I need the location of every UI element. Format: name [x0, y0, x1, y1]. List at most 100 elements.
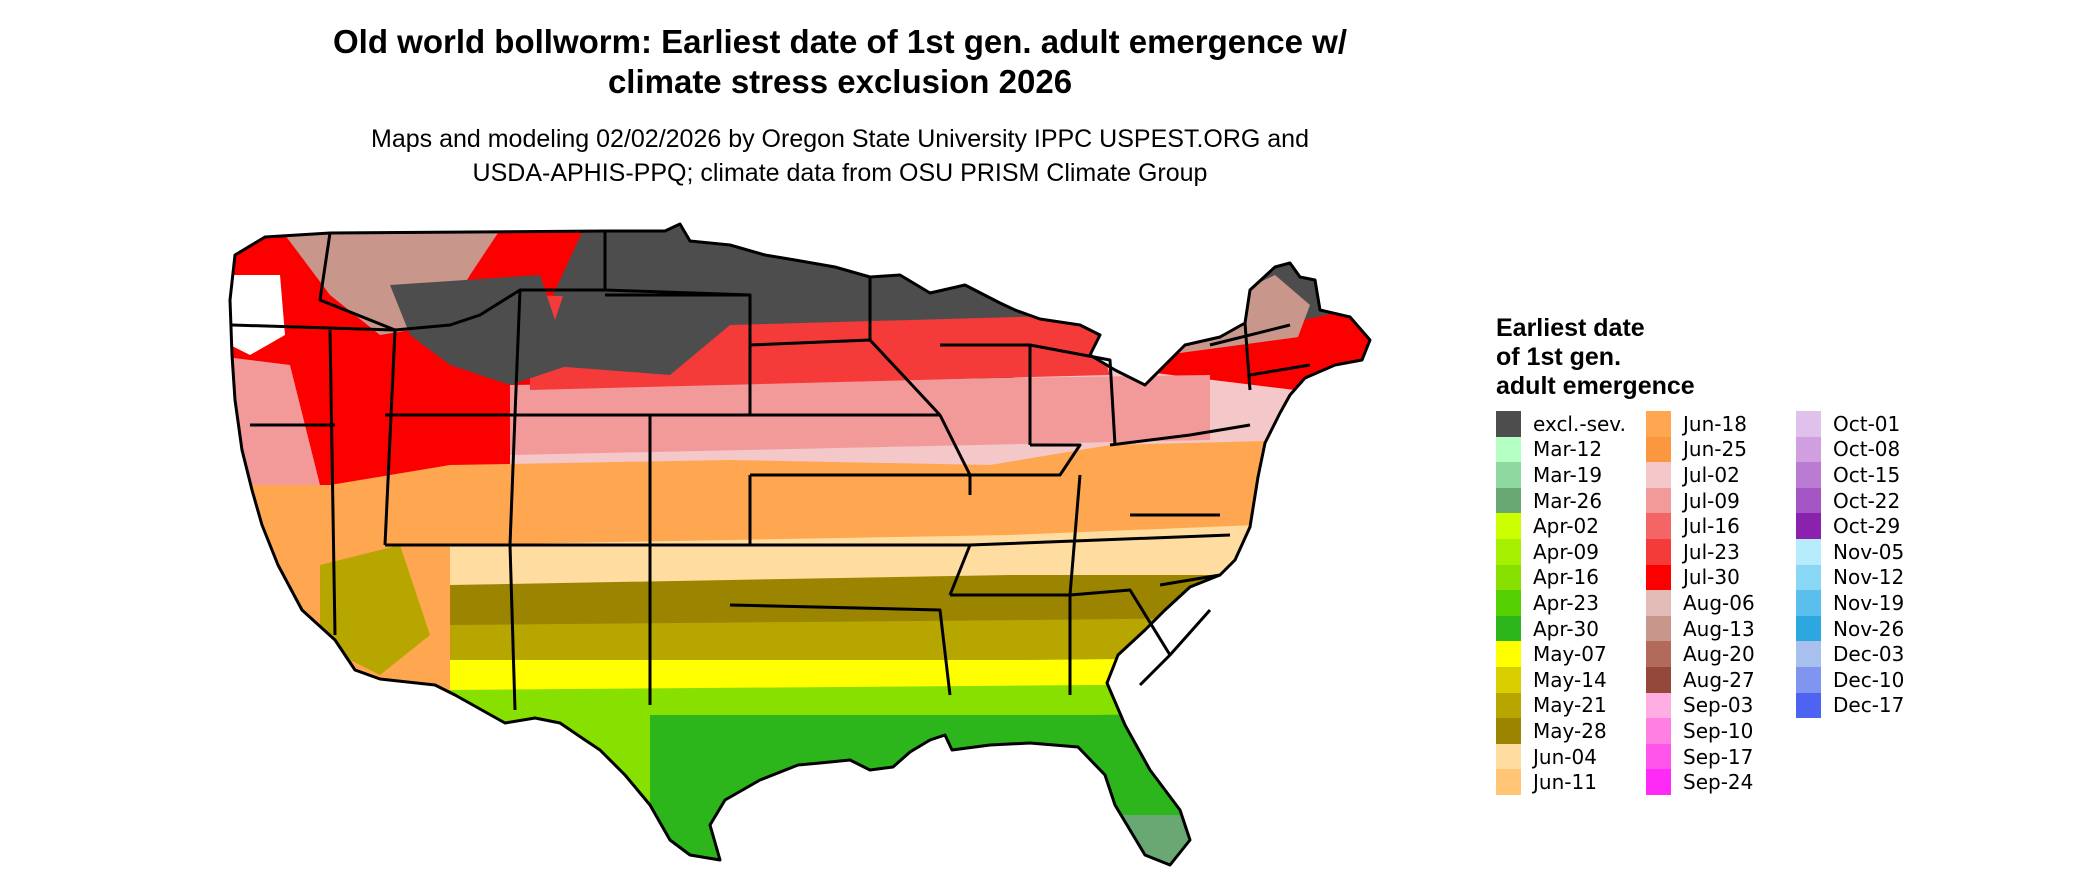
- legend-item: Sep-10: [1646, 718, 1796, 744]
- legend-label: Apr-16: [1533, 565, 1599, 590]
- legend-swatch: [1496, 692, 1521, 719]
- legend-label: Apr-30: [1533, 616, 1599, 641]
- legend-item: Oct-08: [1796, 436, 1946, 463]
- legend-label: Apr-02: [1533, 514, 1599, 539]
- legend-swatch: [1796, 692, 1821, 719]
- legend-label: Sep-24: [1683, 770, 1754, 795]
- legend-label: Dec-03: [1833, 642, 1905, 667]
- legend-label: Aug-13: [1683, 616, 1755, 641]
- legend-swatch: [1496, 411, 1521, 437]
- legend-label: Dec-10: [1833, 667, 1905, 692]
- legend-item: Mar-26: [1496, 487, 1646, 514]
- legend-swatch: [1646, 487, 1671, 514]
- legend-label: Jun-04: [1533, 744, 1597, 769]
- legend-label: May-21: [1533, 693, 1607, 718]
- legend-columns: excl.-sev. Mar-12 Mar-19 Mar-26 Apr-02 Apr-09…: [1496, 411, 1946, 795]
- legend-label: Mar-26: [1533, 488, 1603, 513]
- legend-swatch: [1796, 538, 1821, 565]
- legend-item: Jul-16: [1646, 513, 1796, 539]
- legend-title-line-3: adult emergence: [1496, 372, 1695, 400]
- state-lines-east: [1029, 322, 1311, 695]
- legend-item: Sep-17: [1646, 743, 1796, 770]
- legend-label: Jul-30: [1683, 565, 1740, 590]
- legend-label: Sep-10: [1683, 718, 1754, 743]
- legend-item: excl.-sev.: [1496, 411, 1646, 437]
- legend-item: May-21: [1496, 692, 1646, 719]
- legend-swatch: [1496, 513, 1521, 539]
- legend-item: Mar-12: [1496, 436, 1646, 463]
- legend-label: Aug-06: [1683, 590, 1755, 615]
- legend-swatch: [1646, 462, 1671, 488]
- legend-item: Apr-02: [1496, 513, 1646, 539]
- us-emergence-map: [228, 222, 1372, 867]
- legend-column: Jun-18 Jun-25 Jul-02 Jul-09 Jul-16 Jul-23 Jul-…: [1646, 411, 1796, 795]
- legend-swatch: [1496, 538, 1521, 565]
- legend-item: Mar-19: [1496, 462, 1646, 488]
- legend-swatch: [1796, 411, 1821, 437]
- legend-item: Apr-09: [1496, 538, 1646, 565]
- legend-label: Mar-12: [1533, 437, 1603, 462]
- legend-label: May-07: [1533, 642, 1607, 667]
- legend-item: May-28: [1496, 718, 1646, 744]
- emergence-bands: [230, 224, 1370, 865]
- legend-swatch: [1646, 718, 1671, 744]
- legend-swatch: [1796, 641, 1821, 667]
- legend-swatch: [1646, 615, 1671, 642]
- legend-label: Jul-16: [1683, 514, 1740, 539]
- us-outline: [228, 222, 1372, 867]
- legend-label: Nov-05: [1833, 539, 1905, 564]
- legend-label: Jun-25: [1683, 437, 1747, 462]
- legend-swatch: [1646, 564, 1671, 591]
- legend-swatch: [1496, 641, 1521, 667]
- legend-item: Nov-12: [1796, 564, 1946, 591]
- legend-item: Aug-20: [1646, 641, 1796, 667]
- legend-swatch: [1646, 513, 1671, 539]
- legend-label: Sep-03: [1683, 693, 1754, 718]
- legend-label: Jul-09: [1683, 488, 1740, 513]
- legend-title-line-2: of 1st gen.: [1496, 343, 1622, 371]
- legend-title-line-1: Earliest date: [1496, 314, 1645, 342]
- legend-swatch: [1646, 769, 1671, 795]
- legend-item: Sep-03: [1646, 692, 1796, 719]
- legend-label: Oct-29: [1833, 514, 1901, 539]
- map-title: Old world bollworm: Earliest date of 1st…: [280, 22, 1400, 102]
- legend-swatch: [1646, 538, 1671, 565]
- legend-swatch: [1496, 590, 1521, 616]
- legend-item: Jun-11: [1496, 769, 1646, 795]
- legend-item: May-07: [1496, 641, 1646, 667]
- legend-item: Aug-27: [1646, 666, 1796, 693]
- legend-label: Apr-23: [1533, 590, 1599, 615]
- legend-label: Nov-12: [1833, 565, 1905, 590]
- legend-swatch: [1796, 615, 1821, 642]
- legend-item: Dec-03: [1796, 641, 1946, 667]
- legend-item: Dec-17: [1796, 692, 1946, 719]
- map-subtitle: Maps and modeling 02/02/2026 by Oregon S…: [280, 122, 1400, 190]
- legend-swatch: [1796, 436, 1821, 463]
- legend-item: Jul-30: [1646, 564, 1796, 591]
- legend-swatch: [1796, 513, 1821, 539]
- map-subtitle-line-1: Maps and modeling 02/02/2026 by Oregon S…: [371, 125, 1309, 153]
- legend-swatch: [1496, 436, 1521, 463]
- legend-item: Oct-29: [1796, 513, 1946, 539]
- band-mar26: [1110, 815, 1210, 865]
- legend-item: Aug-06: [1646, 590, 1796, 616]
- legend-label: Oct-15: [1833, 462, 1901, 487]
- legend-swatch: [1796, 487, 1821, 514]
- legend-label: Oct-22: [1833, 488, 1901, 513]
- legend-swatch: [1496, 487, 1521, 514]
- legend: Earliest date of 1st gen. adult emergenc…: [1496, 314, 1946, 795]
- legend-label: Aug-27: [1683, 667, 1755, 692]
- legend-label: May-28: [1533, 718, 1607, 743]
- legend-swatch: [1646, 641, 1671, 667]
- legend-item: Jul-23: [1646, 538, 1796, 565]
- legend-item: Oct-22: [1796, 487, 1946, 514]
- legend-label: Jun-11: [1533, 770, 1597, 795]
- band-southwest-desert: [320, 545, 430, 675]
- legend-label: excl.-sev.: [1533, 411, 1626, 436]
- state-boundaries: [228, 222, 1372, 867]
- band-west-white: [230, 275, 285, 355]
- legend-label: Jul-23: [1683, 539, 1740, 564]
- legend-swatch: [1796, 462, 1821, 488]
- legend-swatch: [1496, 564, 1521, 591]
- legend-swatch: [1796, 564, 1821, 591]
